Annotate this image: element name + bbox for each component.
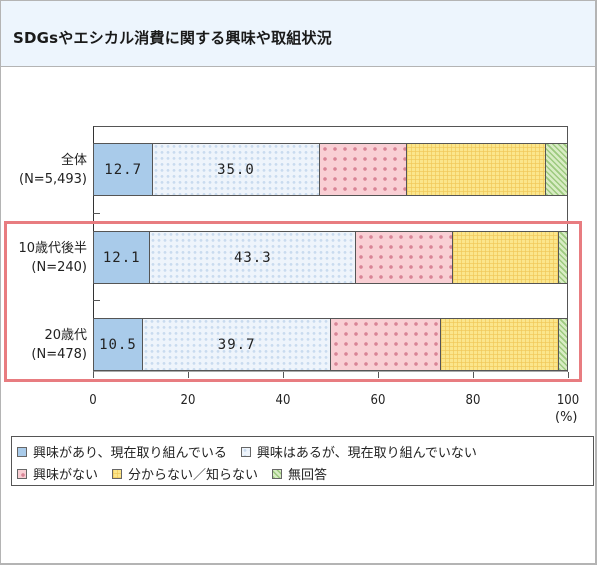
legend-swatch-icon xyxy=(17,468,27,479)
bar-late-teens: 12.1 43.3 xyxy=(93,231,568,284)
category-name: 全体 xyxy=(60,153,87,168)
legend-swatch-icon xyxy=(112,468,123,479)
legend-item-interested-not-doing: 興味はあるが、現在取り組んでいない xyxy=(240,442,477,461)
x-tick xyxy=(377,372,379,378)
legend-swatch-icon xyxy=(272,468,283,479)
legend-item-interested-doing: 興味があり、現在取り組んでいる xyxy=(17,442,227,461)
legend-row-2: 興味がない 分からない／知らない 無回答 xyxy=(17,464,341,483)
bar-all: 12.7 35.0 xyxy=(93,143,568,196)
x-tick xyxy=(92,372,94,378)
x-tick-label: 20 xyxy=(180,393,196,408)
x-axis-unit: (%) xyxy=(555,410,578,425)
bar-segment: 39.7 xyxy=(142,318,332,371)
bar-segment: 12.7 xyxy=(93,143,154,196)
legend-swatch-icon xyxy=(240,446,251,457)
legend-label: 興味はあるが、現在取り組んでいない xyxy=(256,446,477,461)
legend: 興味があり、現在取り組んでいる 興味はあるが、現在取り組んでいない 興味がない … xyxy=(11,436,594,486)
x-tick-label: 60 xyxy=(370,393,386,408)
bar-segment xyxy=(558,231,568,284)
legend-label: 興味がない xyxy=(33,468,99,483)
legend-swatch-icon xyxy=(17,446,27,457)
bar-segment: 12.1 xyxy=(93,231,151,284)
x-tick xyxy=(567,372,569,378)
bar-segment xyxy=(558,318,568,371)
bar-segment: 43.3 xyxy=(150,231,357,284)
category-name: 20歳代 xyxy=(44,328,87,343)
chart-title: SDGsやエシカル消費に関する興味や取組状況 xyxy=(13,29,332,47)
category-name: 10歳代後半 xyxy=(18,241,87,256)
legend-row-1: 興味があり、現在取り組んでいる 興味はあるが、現在取り組んでいない xyxy=(17,442,491,461)
bar-segment: 35.0 xyxy=(153,143,320,196)
bar-segment xyxy=(356,231,454,284)
legend-label: 無回答 xyxy=(288,468,328,483)
y-tick xyxy=(93,300,100,301)
bar-segment xyxy=(441,318,559,371)
bar-segment xyxy=(319,143,407,196)
x-tick-label: 0 xyxy=(89,393,97,408)
header-bar: SDGsやエシカル消費に関する興味や取組状況 xyxy=(1,1,595,67)
category-n: (N=478) xyxy=(31,347,87,362)
legend-item-not-interested: 興味がない xyxy=(17,464,98,483)
bar-segment xyxy=(546,143,568,196)
category-label-all: 全体 (N=5,493) xyxy=(19,151,87,189)
legend-item-dont-know: 分からない／知らない xyxy=(112,464,258,483)
category-n: (N=5,493) xyxy=(19,172,87,187)
x-tick xyxy=(472,372,474,378)
x-tick-label: 80 xyxy=(465,393,481,408)
legend-item-no-answer: 無回答 xyxy=(272,464,327,483)
x-tick-label: 40 xyxy=(275,393,291,408)
bar-segment xyxy=(406,143,547,196)
bar-segment xyxy=(331,318,442,371)
y-tick xyxy=(93,213,100,214)
x-tick xyxy=(187,372,189,378)
legend-label: 興味があり、現在取り組んでいる xyxy=(33,446,227,461)
x-tick xyxy=(282,372,284,378)
x-tick-label: 100 xyxy=(556,393,580,408)
category-n: (N=240) xyxy=(31,260,87,275)
category-label-late-teens: 10歳代後半 (N=240) xyxy=(18,239,87,277)
bar-segment: 10.5 xyxy=(93,318,143,371)
legend-label: 分からない／知らない xyxy=(128,468,259,483)
category-label-twenties: 20歳代 (N=478) xyxy=(31,326,87,364)
bar-twenties: 10.5 39.7 xyxy=(93,318,568,371)
bar-segment xyxy=(453,231,559,284)
